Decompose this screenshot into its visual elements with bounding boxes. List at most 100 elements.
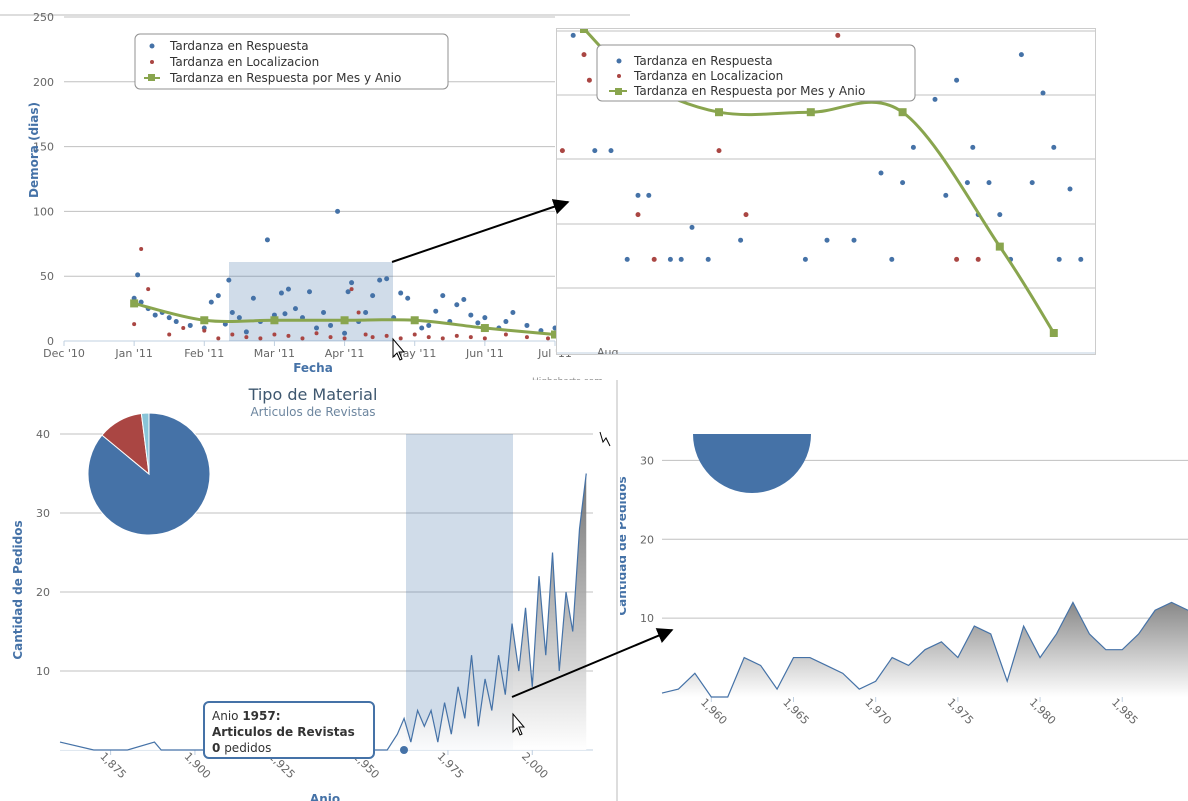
data-point-monthly[interactable] [270, 316, 279, 325]
data-point-response[interactable] [328, 322, 334, 328]
data-point-location[interactable] [586, 77, 592, 83]
data-point-monthly[interactable] [410, 316, 419, 325]
data-point-response[interactable] [624, 256, 630, 262]
data-point-response[interactable] [349, 280, 355, 286]
data-point-response[interactable] [292, 306, 298, 312]
data-point-monthly[interactable] [130, 299, 139, 308]
data-point-response[interactable] [282, 311, 288, 317]
data-point-response[interactable] [461, 297, 467, 303]
data-point-location[interactable] [300, 336, 305, 341]
data-point-location[interactable] [181, 326, 186, 331]
data-point-location[interactable] [716, 148, 722, 154]
data-point-monthly[interactable] [580, 29, 588, 33]
legend-item-monthly[interactable]: Tardanza en Respuesta por Mes y Anio [169, 71, 401, 85]
data-point-location[interactable] [370, 335, 375, 340]
data-point-response[interactable] [264, 237, 270, 243]
data-point-monthly[interactable] [1049, 329, 1058, 337]
data-point-location[interactable] [440, 336, 445, 341]
data-point-location[interactable] [167, 332, 172, 337]
data-point-response[interactable] [335, 208, 341, 214]
data-point-response[interactable] [138, 299, 144, 305]
data-point-response[interactable] [1056, 256, 1062, 262]
data-point-location[interactable] [328, 335, 333, 340]
data-point-response[interactable] [173, 319, 179, 325]
data-point-response[interactable] [440, 293, 446, 299]
pie-slice-zoomed[interactable] [693, 434, 811, 493]
pie-slice[interactable] [140, 412, 150, 475]
data-point-location[interactable] [524, 335, 529, 340]
data-point-response[interactable] [997, 212, 1003, 218]
data-point-response[interactable] [738, 237, 744, 243]
data-point-response[interactable] [824, 237, 830, 243]
data-point-response[interactable] [166, 315, 172, 321]
data-point-response[interactable] [1040, 90, 1046, 96]
data-point-response[interactable] [342, 330, 348, 336]
data-point-response[interactable] [250, 295, 256, 301]
data-point-location[interactable] [651, 256, 657, 262]
data-point-response[interactable] [405, 295, 411, 301]
data-point-location[interactable] [426, 335, 431, 340]
data-point-response[interactable] [503, 319, 509, 325]
legend-item-response[interactable]: Tardanza en Respuesta [169, 39, 309, 53]
data-point-response[interactable] [910, 144, 916, 150]
data-point-response[interactable] [345, 289, 351, 295]
data-point-response[interactable] [646, 192, 652, 198]
data-point-response[interactable] [689, 224, 695, 230]
data-point-location[interactable] [272, 332, 277, 337]
data-point-location[interactable] [635, 212, 641, 218]
data-point-location[interactable] [454, 333, 459, 338]
data-point-location[interactable] [835, 32, 841, 38]
data-point-location[interactable] [398, 336, 403, 341]
data-point-monthly[interactable] [551, 330, 559, 339]
data-point-response[interactable] [433, 308, 439, 314]
data-point-response[interactable] [1029, 180, 1035, 186]
data-point-location[interactable] [581, 52, 587, 58]
data-point-response[interactable] [215, 293, 221, 299]
data-point-location[interactable] [146, 287, 151, 292]
data-point-response[interactable] [208, 299, 214, 305]
data-point-location[interactable] [412, 332, 417, 337]
data-point-response[interactable] [426, 322, 432, 328]
data-point-response[interactable] [152, 312, 158, 318]
data-point-monthly[interactable] [200, 316, 209, 325]
zoom-legend-item-location[interactable]: Tardanza en Localizacion [633, 69, 783, 83]
data-point-response[interactable] [229, 309, 235, 315]
data-point-location[interactable] [258, 336, 263, 341]
data-point-response[interactable] [1078, 256, 1084, 262]
data-point-response[interactable] [964, 180, 970, 186]
data-point-response[interactable] [482, 315, 488, 321]
data-point-location[interactable] [230, 332, 235, 337]
data-point-location[interactable] [216, 336, 221, 341]
zoom-selection-rect[interactable] [229, 262, 393, 341]
data-point-location[interactable] [545, 336, 550, 341]
data-point-location[interactable] [342, 336, 347, 341]
data-point-response[interactable] [970, 144, 976, 150]
data-point-response[interactable] [285, 286, 291, 292]
data-point-response[interactable] [635, 192, 641, 198]
data-point-response[interactable] [667, 256, 673, 262]
data-point-location[interactable] [743, 212, 749, 218]
data-point-location[interactable] [468, 335, 473, 340]
data-point-response[interactable] [986, 180, 992, 186]
data-point-response[interactable] [314, 325, 320, 331]
data-point-response[interactable] [592, 148, 598, 154]
data-point-location[interactable] [139, 246, 144, 251]
zoom-legend-item-monthly[interactable]: Tardanza en Respuesta por Mes y Anio [633, 84, 865, 98]
data-point-response[interactable] [419, 325, 425, 331]
data-point-response[interactable] [851, 237, 857, 243]
data-point-monthly[interactable] [806, 108, 815, 117]
data-point-location[interactable] [482, 336, 487, 341]
data-point-response[interactable] [510, 309, 516, 315]
data-point-response[interactable] [900, 180, 906, 186]
data-point-response[interactable] [377, 277, 383, 283]
data-point-response[interactable] [384, 276, 390, 282]
data-point-response[interactable] [363, 309, 369, 315]
data-point-response[interactable] [943, 192, 949, 198]
data-point-location[interactable] [503, 332, 508, 337]
data-point-response[interactable] [236, 315, 242, 321]
data-point-response[interactable] [889, 256, 895, 262]
data-point-response[interactable] [222, 321, 228, 327]
data-point-location[interactable] [286, 333, 291, 338]
data-point-response[interactable] [1051, 144, 1057, 150]
data-point-response[interactable] [226, 277, 232, 283]
